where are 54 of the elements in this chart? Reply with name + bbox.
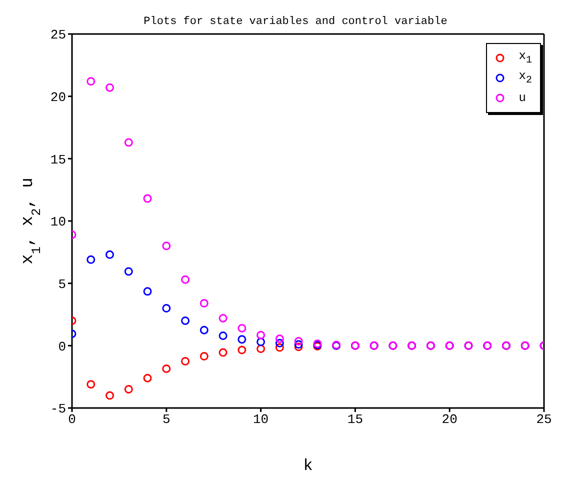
legend-label: x$_{1}$ xyxy=(518,49,532,67)
legend-label: x$_{2}$ xyxy=(518,69,532,87)
point xyxy=(275,338,284,348)
point xyxy=(162,242,171,250)
point xyxy=(86,77,96,86)
x-tick-label: 5 xyxy=(162,412,170,428)
point xyxy=(181,316,190,325)
point xyxy=(86,255,96,264)
point xyxy=(294,340,303,349)
point xyxy=(106,83,114,92)
y-tick-label: -5 xyxy=(50,402,66,417)
x-axis-title: k xyxy=(303,457,313,475)
point xyxy=(275,343,284,352)
point xyxy=(143,287,152,296)
point xyxy=(200,326,208,334)
point xyxy=(275,334,284,344)
point xyxy=(238,324,246,332)
y-tick-label: 25 xyxy=(50,28,66,43)
point xyxy=(256,330,266,340)
point xyxy=(143,194,152,203)
x-tick-label: 15 xyxy=(347,412,364,428)
y-tick-label: 20 xyxy=(50,90,66,105)
point xyxy=(124,138,133,147)
point xyxy=(294,342,303,352)
point xyxy=(86,380,96,389)
point xyxy=(124,267,133,276)
point xyxy=(238,346,246,354)
point xyxy=(200,299,208,308)
point xyxy=(218,348,228,357)
point xyxy=(106,391,114,400)
point xyxy=(256,338,266,346)
point xyxy=(162,364,171,373)
legend-label: u xyxy=(518,91,526,105)
point xyxy=(181,357,190,366)
point xyxy=(124,385,133,394)
point xyxy=(162,304,171,313)
x-tick-label: 0 xyxy=(68,412,76,428)
point xyxy=(238,335,246,344)
x-tick-label: 10 xyxy=(252,412,269,428)
point xyxy=(256,344,266,354)
y-tick-label: 15 xyxy=(50,152,66,168)
point xyxy=(200,352,208,361)
y-tick-label: 10 xyxy=(50,214,66,230)
point xyxy=(106,250,114,259)
point xyxy=(143,374,152,382)
y-tick-label: 5 xyxy=(58,276,66,292)
y-tick-label: 0 xyxy=(58,339,66,354)
point xyxy=(218,331,228,340)
point xyxy=(218,314,228,322)
point xyxy=(181,275,190,284)
point xyxy=(294,337,303,346)
x-tick-label: 25 xyxy=(536,412,552,428)
chart-title: Plots for state variables and control variable xyxy=(144,16,448,28)
x-tick-label: 20 xyxy=(442,412,458,428)
